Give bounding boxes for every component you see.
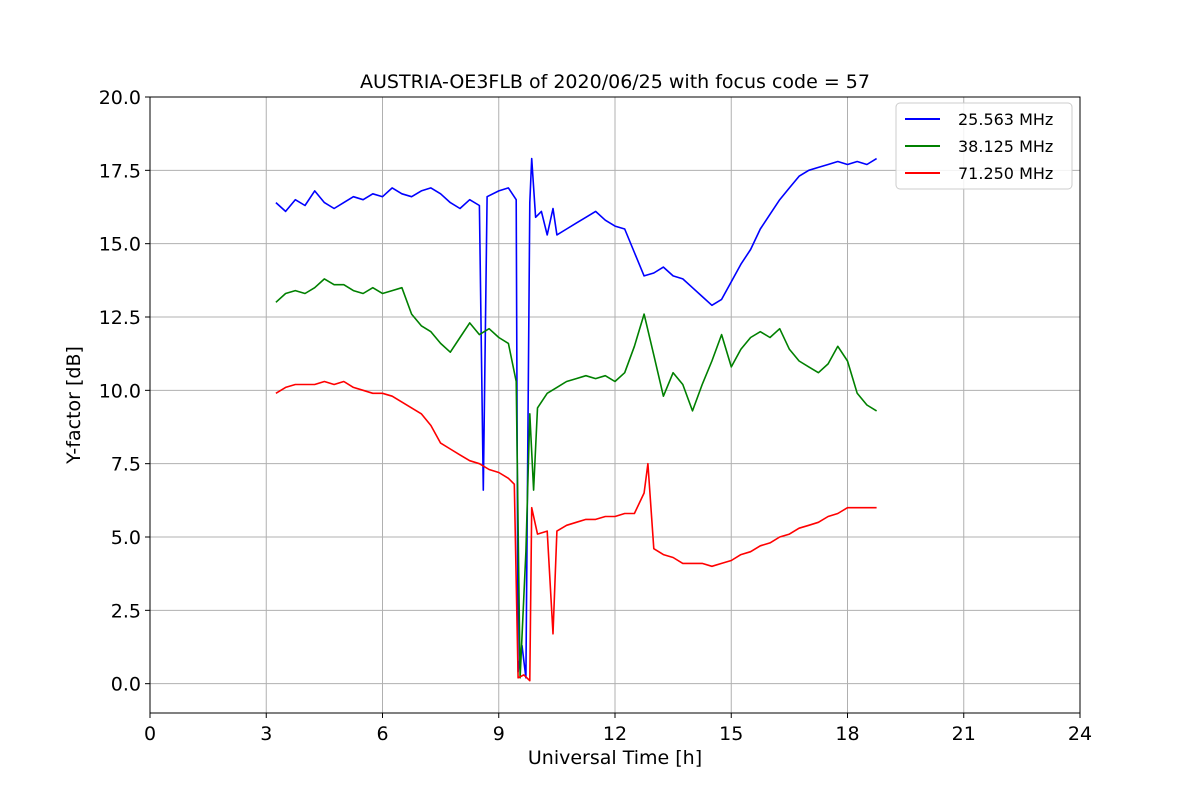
series-lines (275, 157, 878, 682)
y-tick-label: 2.5 (111, 600, 141, 622)
x-tick-label: 0 (144, 723, 156, 745)
legend-label: 25.563 MHz (958, 110, 1053, 129)
y-tick-label: 7.5 (111, 454, 141, 476)
x-axis-label: Universal Time [h] (528, 747, 702, 769)
x-tick-label: 6 (376, 723, 388, 745)
y-axis-label: Y-factor [dB] (63, 346, 85, 465)
chart-title: AUSTRIA-OE3FLB of 2020/06/25 with focus … (360, 71, 870, 93)
y-tick-label: 15.0 (99, 234, 141, 256)
legend-label: 71.250 MHz (958, 164, 1053, 183)
x-tick-label: 18 (835, 723, 859, 745)
y-tick-label: 5.0 (111, 527, 141, 549)
series-line-3 (275, 380, 877, 682)
x-tick-label: 24 (1068, 723, 1092, 745)
x-tick-label: 3 (260, 723, 272, 745)
y-tick-label: 0.0 (111, 674, 141, 696)
x-tick-label: 9 (493, 723, 505, 745)
x-tick-label: 12 (603, 723, 627, 745)
series-line-1 (275, 157, 878, 679)
y-tick-label: 20.0 (99, 87, 141, 109)
legend-box (895, 102, 1073, 190)
legend: 25.563 MHz 38.125 MHz 71.250 MHz (895, 102, 1073, 190)
axis-ticks: 0 3 6 9 12 15 18 21 24 0.0 2.5 5.0 7.5 10.0 12.5 15.0 17… (99, 87, 1092, 745)
y-tick-label: 12.5 (99, 307, 141, 329)
series-line-2 (275, 278, 878, 679)
legend-label: 38.125 MHz (958, 137, 1053, 156)
y-tick-label: 10.0 (99, 380, 141, 402)
x-tick-label: 21 (952, 723, 976, 745)
x-tick-label: 15 (719, 723, 743, 745)
y-tick-label: 17.5 (99, 160, 141, 182)
